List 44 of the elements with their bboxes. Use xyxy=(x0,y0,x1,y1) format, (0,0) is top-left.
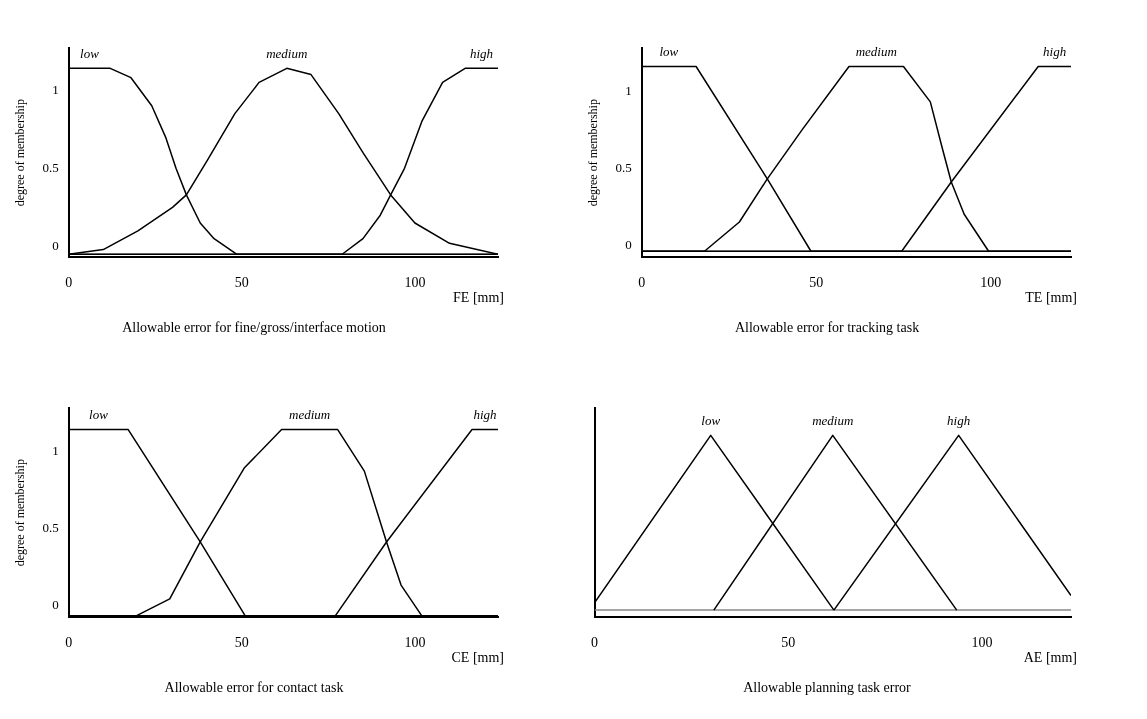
x-axis-title: FE [mm] xyxy=(453,289,504,305)
series-label: medium xyxy=(855,43,897,59)
y-axis-title: degree of membership xyxy=(586,99,601,207)
text: Allowable error for tracking task xyxy=(734,320,920,336)
x-tick-label: 0 xyxy=(65,275,73,291)
y-tick-label: 0 xyxy=(625,236,632,252)
y-tick-label: 0 xyxy=(52,237,59,253)
x-axis-title: AE [mm] xyxy=(1023,649,1077,665)
x-tick-label: 0 xyxy=(591,635,598,651)
y-tick-label: 1 xyxy=(52,442,59,458)
series-label: medium xyxy=(266,45,308,61)
x-tick-label: 0 xyxy=(65,635,73,651)
x-tick-label: 50 xyxy=(809,275,824,291)
x-tick-label: 100 xyxy=(971,635,993,651)
x-tick-label: 50 xyxy=(781,635,796,651)
y-axis-title: degree of membership xyxy=(13,459,28,567)
series-label: low xyxy=(80,45,100,61)
series-label: low xyxy=(89,406,109,422)
series-label: medium xyxy=(812,412,854,428)
x-tick-label: 50 xyxy=(234,635,249,651)
y-axis-title: degree of membership xyxy=(13,99,28,207)
x-tick-label: 0 xyxy=(638,275,646,291)
x-axis-title: TE [mm] xyxy=(1025,289,1077,305)
y-tick-label: 0 xyxy=(52,596,59,612)
y-tick-label: 0.5 xyxy=(615,159,632,175)
series-label: high xyxy=(469,45,494,61)
text: Allowable planning task error xyxy=(743,680,912,696)
x-axis-title: CE [mm] xyxy=(451,649,504,665)
y-tick-label: 1 xyxy=(625,82,632,98)
y-tick-label: 1 xyxy=(52,81,59,97)
series-label: low xyxy=(701,412,721,428)
text: Allowable error for contact task xyxy=(164,680,344,696)
y-tick-label: 0.5 xyxy=(42,159,59,175)
series-label: low xyxy=(659,43,679,59)
text: Allowable error for fine/gross/interface motion xyxy=(122,320,386,336)
series-label: high xyxy=(473,406,497,422)
series-label: high xyxy=(1043,43,1067,59)
x-tick-label: 100 xyxy=(980,275,1002,291)
y-tick-label: 0.5 xyxy=(42,519,59,535)
x-tick-label: 100 xyxy=(404,275,426,291)
series-label: medium xyxy=(289,406,331,422)
x-tick-label: 100 xyxy=(404,635,426,651)
x-tick-label: 50 xyxy=(234,275,249,291)
series-label: high xyxy=(947,412,971,428)
